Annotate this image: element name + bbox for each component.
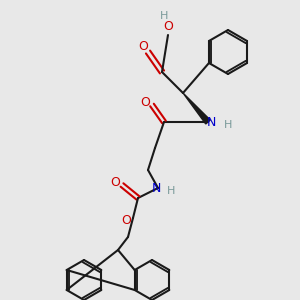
Text: H: H xyxy=(224,120,232,130)
Text: H: H xyxy=(167,186,175,196)
Text: N: N xyxy=(151,182,161,196)
Text: O: O xyxy=(138,40,148,53)
Polygon shape xyxy=(183,93,210,124)
Text: O: O xyxy=(121,214,131,227)
Text: O: O xyxy=(163,20,173,34)
Text: O: O xyxy=(140,95,150,109)
Text: N: N xyxy=(206,116,216,130)
Text: O: O xyxy=(110,176,120,190)
Text: H: H xyxy=(160,11,168,21)
